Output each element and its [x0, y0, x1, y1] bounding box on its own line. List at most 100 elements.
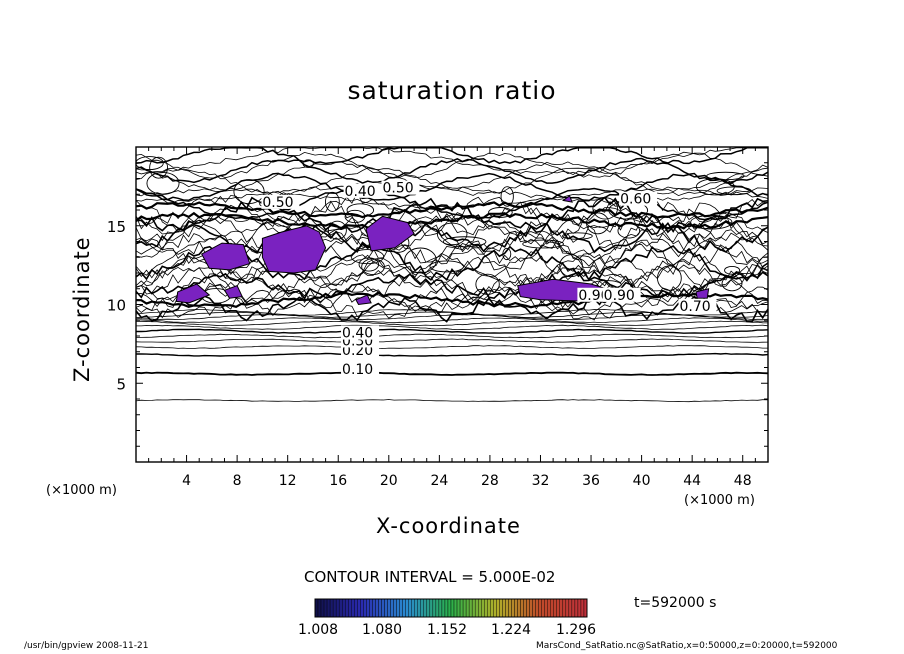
colorbar-cell — [387, 598, 391, 618]
colorbar-cell — [547, 598, 551, 618]
colorbar-cell — [577, 598, 582, 618]
colorbar-cell — [450, 598, 455, 618]
colorbar-cell — [426, 598, 431, 618]
contour-label-bg — [678, 298, 717, 313]
contour-line — [135, 314, 769, 321]
contour-line — [136, 333, 769, 339]
contour-eddy — [361, 258, 385, 275]
contour-label-bg — [602, 287, 641, 302]
contour-eddy — [302, 159, 314, 169]
supersaturated-region — [561, 195, 573, 203]
supersaturated-region — [223, 284, 243, 299]
contour-line — [135, 182, 769, 204]
contour-label: 0.10 — [342, 362, 373, 378]
colorbar-cell — [399, 598, 403, 618]
colorbar-cell — [369, 598, 373, 618]
colorbar-tick-label: 1.152 — [427, 622, 468, 638]
colorbar-cell — [514, 598, 518, 618]
contour-eddy — [522, 239, 564, 249]
y-axis-unit: (×1000 m) — [46, 483, 117, 498]
contour-label: 0.40 — [342, 326, 373, 342]
x-tick-label: 28 — [481, 473, 499, 489]
y-tick-label: 5 — [116, 375, 126, 393]
contour-line — [135, 151, 769, 179]
supersaturated-region — [365, 215, 415, 252]
supersaturated-region — [695, 288, 710, 299]
footer-left: /usr/bin/gpview 2008-11-21 — [24, 641, 149, 651]
contour-label-bg — [261, 194, 300, 209]
contour-eddy — [475, 273, 500, 295]
colorbar-cell — [396, 598, 400, 618]
contour-eddy — [500, 186, 514, 207]
colorbar-cell — [481, 598, 485, 618]
contour-interval-label: CONTOUR INTERVAL = 5.000E-02 — [304, 568, 556, 586]
contour-eddy — [149, 156, 169, 179]
colorbar-cell — [357, 598, 361, 618]
x-tick-label: 36 — [582, 473, 600, 489]
colorbar-cell — [447, 598, 452, 618]
colorbar-cell — [366, 598, 370, 618]
colorbar-cell — [459, 598, 464, 618]
contour-eddy — [146, 172, 180, 195]
contour-eddy — [562, 232, 593, 240]
contour-label: 0.50 — [262, 195, 293, 211]
supersaturated-region — [201, 242, 251, 271]
colorbar-cell — [335, 598, 340, 618]
time-label: t=592000 s — [634, 595, 717, 611]
contour-line — [135, 252, 769, 282]
colorbar-tick-label: 1.008 — [298, 622, 339, 638]
colorbar-cell — [580, 598, 585, 618]
colorbar-cell — [565, 598, 570, 618]
colorbar-cell — [345, 598, 349, 618]
colorbar-cell — [354, 598, 358, 618]
y-tick-label: 10 — [107, 297, 126, 315]
x-tick-label: 24 — [430, 473, 448, 489]
contour-line — [135, 172, 769, 202]
contour-eddy — [350, 249, 385, 265]
y-tick-label: 15 — [107, 218, 126, 236]
contour-line — [135, 187, 769, 209]
colorbar-cell — [423, 598, 428, 618]
x-tick-label: 4 — [182, 473, 191, 489]
colorbar-cell — [532, 598, 536, 618]
colorbar-cell — [462, 598, 467, 618]
colorbar-tick-label: 1.224 — [491, 622, 532, 638]
supersaturated-region — [355, 294, 372, 306]
contour-label-bg — [341, 325, 380, 340]
colorbar-cell — [568, 598, 573, 618]
supersaturated-region — [261, 225, 327, 274]
contour-label: 0.40 — [345, 184, 376, 200]
colorbar-cell — [402, 598, 406, 618]
contour-line — [135, 295, 769, 323]
x-axis-unit: (×1000 m) — [684, 493, 755, 508]
colorbar-cell — [363, 598, 367, 618]
colorbar-cell — [520, 598, 524, 618]
colorbar-frame — [314, 598, 588, 618]
colorbar-cell — [562, 598, 567, 618]
colorbar-cell — [429, 598, 434, 618]
colorbar-cell — [326, 598, 331, 618]
colorbar-cell — [499, 598, 503, 618]
colorbar-cell — [571, 598, 576, 618]
contour-label-bg — [343, 183, 382, 198]
contour-line — [135, 338, 769, 343]
colorbar-cell — [438, 598, 443, 618]
colorbar-cell — [360, 598, 364, 618]
contour-line — [135, 255, 769, 288]
colorbar-cell — [441, 598, 446, 618]
colorbar-cell — [444, 598, 449, 618]
colorbar-cell — [381, 598, 385, 618]
colorbar-cell — [393, 598, 397, 618]
colorbar-cell — [478, 598, 482, 618]
contour-line — [135, 211, 769, 230]
contour-eddy — [233, 179, 265, 205]
contour-eddy — [724, 265, 741, 275]
colorbar-cell — [435, 598, 440, 618]
colorbar-cell — [348, 598, 352, 618]
x-tick-label: 48 — [734, 473, 752, 489]
contour-label: 0.60 — [620, 192, 651, 208]
colorbar-cell — [487, 598, 491, 618]
contour-eddy — [502, 247, 512, 261]
colorbar-tick-label: 1.080 — [362, 622, 403, 638]
